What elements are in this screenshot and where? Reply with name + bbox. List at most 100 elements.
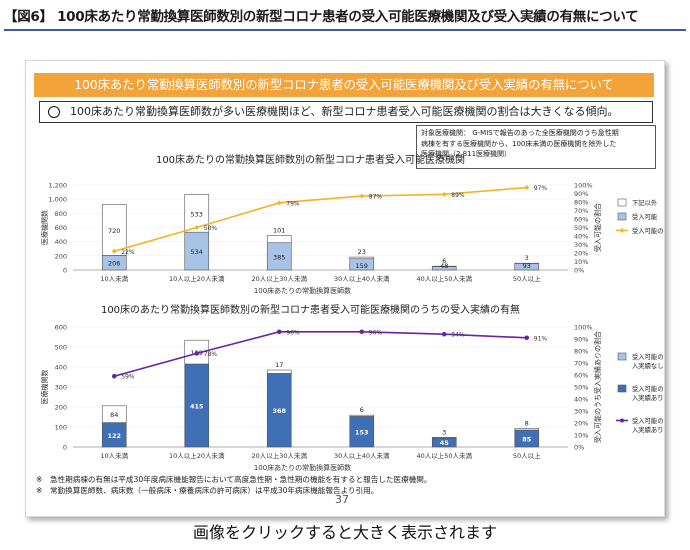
data-label: 17 (275, 361, 283, 369)
legend-label: 受入可能のうち受入実績なし (632, 352, 664, 370)
ratio-point (194, 351, 200, 356)
y2-tick-label: 80% (574, 199, 588, 207)
legend-label-line: 入実績あり (632, 393, 663, 402)
legend-swatch (617, 212, 627, 221)
legend-swatch (617, 198, 627, 207)
y-tick-label: 1,200 (48, 182, 67, 190)
ratio-point (111, 373, 117, 379)
ratio-label: 96% (369, 329, 383, 336)
y2-axis-label: 受入可能の割合 (593, 203, 602, 252)
ratio-point (441, 191, 447, 197)
y2-tick-label: 10% (574, 432, 588, 440)
data-label: 93 (523, 262, 531, 270)
bar-segment-other (101, 204, 127, 256)
ratio-point (359, 193, 365, 199)
note-line: 医療機関（2,811医療機関） (421, 150, 512, 158)
ratio-point (276, 200, 282, 206)
ratio-label: 22% (121, 249, 135, 256)
ratio-line (114, 186, 527, 253)
y2-tick-label: 90% (574, 190, 588, 198)
y-tick-label: 600 (55, 324, 67, 332)
bar-segment-other (266, 235, 292, 244)
note-line: 対象医療機関： G-MISで報告のあった全医療機関のうち急性期 (421, 129, 619, 137)
x-tick-label: 10人以上20人未満 (169, 451, 225, 460)
page-number: 37 (335, 493, 349, 506)
data-label: 6 (442, 257, 446, 265)
x-axis-label: 100床あたりの常勤換算医師数 (254, 463, 351, 472)
bar-segment-without-record (101, 405, 127, 423)
y2-tick-label: 50% (574, 384, 588, 392)
y2-tick-label: 10% (574, 258, 588, 266)
legend-marker (620, 418, 624, 423)
y2-tick-label: 40% (574, 233, 588, 241)
legend-swatch (617, 384, 627, 393)
ratio-label: 87% (369, 194, 383, 201)
y2-tick-label: 100% (574, 324, 593, 332)
chart-acceptable-institutions: 100床あたりの常勤換算医師数別の新型コロナ患者受入可能医療機関 0 200 400 6… (40, 153, 664, 295)
data-label: 415 (190, 403, 204, 411)
ratio-point (194, 225, 200, 230)
enlarge-caption[interactable]: 画像をクリックすると大きく表示されます (192, 523, 497, 542)
data-label: 45 (440, 439, 450, 447)
ratio-point (441, 331, 447, 337)
chart-title: 100床のあたり常勤換算医師数別の新型コロナ患者受入可能医療機関のうちの受入実績… (101, 303, 520, 316)
x-tick-label: 40人以上50人未満 (416, 274, 472, 283)
legend-label: 受入可能の割合 (632, 226, 664, 235)
y-tick-label: 200 (55, 252, 67, 260)
data-label: 48 (440, 262, 448, 270)
bar-segment-with-record (184, 363, 210, 448)
summary-text: 100床あたり常勤換算医師数が多い医療機関ほど、新型コロナ患者受入可能医療機関の… (70, 105, 619, 118)
data-label: 153 (355, 429, 369, 437)
y-tick-label: 500 (55, 344, 67, 352)
target-note: 対象医療機関： G-MISで報告のあった全医療機関のうち急性期 病棟を有する医療… (416, 125, 656, 169)
bar-segment-without-record (431, 437, 457, 439)
ratio-label: 79% (286, 200, 300, 207)
ratio-line (114, 330, 527, 377)
x-tick-label: 30人以上40人未満 (334, 274, 390, 283)
data-label: 23 (358, 248, 366, 256)
ratio-label: 59% (121, 374, 135, 381)
ratio-label: 94% (451, 332, 465, 339)
page-title-text: 【図6】 100床あたり常勤換算医師数別の新型コロナ患者の受入可能医療機関及び受… (4, 9, 639, 25)
bar-segment-with-record (266, 373, 292, 448)
bar-segment-without-record (266, 369, 292, 374)
bar-segment-without-record (514, 428, 540, 431)
x-tick-label: 50人以上 (513, 451, 541, 460)
bar-segment-with-record (349, 416, 375, 448)
ratio-point (276, 329, 282, 335)
y2-tick-label: 70% (574, 360, 588, 368)
page-title: 【図6】 100床あたり常勤換算医師数別の新型コロナ患者の受入可能医療機関及び受… (4, 5, 686, 31)
y2-tick-label: 0% (574, 267, 584, 275)
y-tick-label: 400 (55, 238, 67, 246)
ratio-point (524, 185, 530, 191)
data-label: 720 (108, 227, 120, 235)
data-label: 85 (522, 436, 532, 444)
y2-tick-label: 20% (574, 420, 588, 428)
data-label: 101 (273, 227, 285, 235)
data-label: 368 (272, 407, 286, 415)
footnotes: ※ 急性期病棟の有無は平成30年度病床機能報告において高度急性期・急性期の機能を… (36, 474, 431, 496)
slide-image[interactable]: 100床あたり常勤換算医師数別の新型コロナ患者の受入可能医療機関及び受入実績の有… (25, 60, 665, 517)
legend-label: 受入可能のうち受入実績ありの割合 (632, 416, 664, 434)
y-tick-label: 1,000 (48, 196, 67, 204)
y2-tick-label: 0% (574, 444, 584, 452)
x-tick-label: 10人未満 (100, 274, 128, 283)
legend-label-line: 受入可能のうち受 (632, 416, 664, 425)
y-tick-label: 400 (55, 364, 67, 372)
data-label: 206 (108, 260, 120, 268)
ratio-label: 78% (204, 351, 218, 358)
legend-label-line: 受入可能のうち受 (632, 384, 664, 393)
ratio-point (359, 329, 365, 335)
x-tick-label: 50人以上 (513, 274, 541, 283)
y2-tick-label: 90% (574, 336, 588, 344)
x-tick-label: 10人未満 (100, 451, 128, 460)
x-tick-label: 40人以上50人未満 (416, 451, 472, 460)
data-label: 159 (356, 262, 368, 270)
y2-tick-label: 70% (574, 207, 588, 215)
y-tick-label: 0 (63, 267, 67, 275)
ratio-point (111, 248, 117, 254)
legend-label-line: 受入可能のうち受 (632, 352, 664, 361)
chart-acceptance-record: 100床のあたり常勤換算医師数別の新型コロナ患者受入可能医療機関のうちの受入実績… (40, 303, 664, 472)
bar-segment-other (349, 256, 375, 260)
chart-title: 100床あたりの常勤換算医師数別の新型コロナ患者受入可能医療機関 (156, 153, 465, 166)
